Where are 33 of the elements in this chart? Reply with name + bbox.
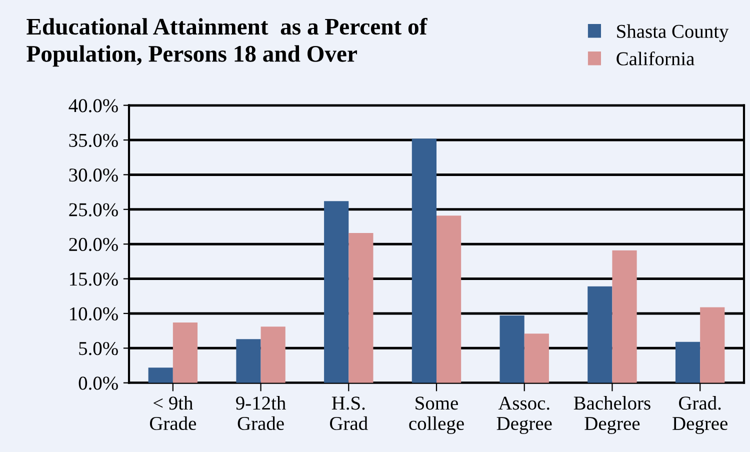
- chart-title: Educational Attainment as a Percent of Population, Persons 18 and Over: [26, 18, 428, 67]
- legend-label: California: [616, 51, 694, 66]
- y-tick-label: 15.0%: [70, 272, 118, 286]
- y-tick-label: 20.0%: [69, 238, 118, 252]
- bar: [700, 307, 725, 383]
- y-tick-label: 35.0%: [69, 134, 118, 148]
- bar: [436, 216, 462, 383]
- bar: [260, 326, 286, 383]
- x-tick-label: Bachelors Degree: [574, 396, 650, 434]
- bar: [412, 138, 436, 383]
- bar: [612, 250, 637, 383]
- y-tick-label: 25.0%: [69, 203, 118, 216]
- bar: [500, 316, 524, 383]
- bar: [524, 334, 549, 383]
- bar: [148, 368, 173, 383]
- x-tick-label: Grad. Degree: [672, 396, 728, 434]
- x-tick-label: < 9th Grade: [150, 396, 196, 430]
- x-tick-label: Some college: [409, 396, 464, 434]
- x-tick-label: H.S. Grad: [330, 396, 368, 430]
- bar: [236, 339, 261, 383]
- y-tick-label: 0.0%: [78, 376, 118, 390]
- x-tick-label: 9-12th Grade: [236, 396, 286, 430]
- bar: [588, 286, 612, 383]
- bar: [324, 201, 349, 383]
- y-tick-label: 30.0%: [69, 168, 118, 182]
- bar: [348, 232, 374, 383]
- bar: [675, 342, 700, 383]
- legend-label: Shasta County: [617, 24, 729, 42]
- y-tick-label: 5.0%: [79, 342, 118, 356]
- y-tick-label: 40.0%: [68, 99, 118, 112]
- x-tick-label: Assoc. Degree: [496, 396, 552, 434]
- y-tick-label: 10.0%: [70, 307, 118, 320]
- bar: [172, 322, 198, 383]
